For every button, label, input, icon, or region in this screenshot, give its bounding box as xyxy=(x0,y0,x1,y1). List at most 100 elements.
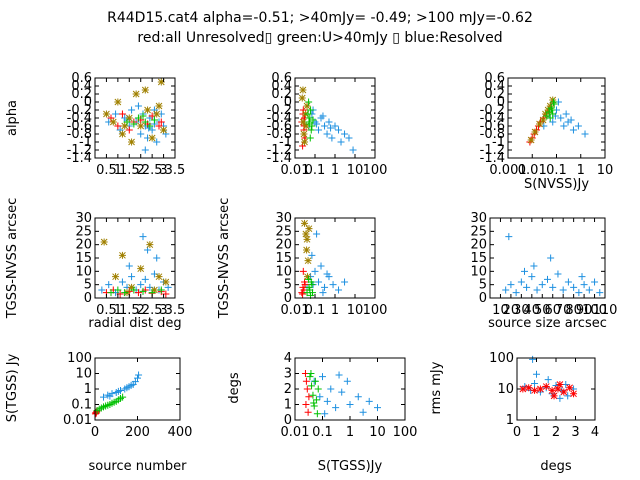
chart5-xtick-label3: 1 xyxy=(331,303,339,318)
chart8-series1-point3 xyxy=(319,373,326,381)
chart2-series1-point13 xyxy=(337,138,345,146)
chart8-xtick-label4: 10 xyxy=(369,425,386,440)
chart1-xtick-label1: 0.5 xyxy=(96,163,117,178)
chart3-xtick-label5: 10 xyxy=(597,163,614,178)
chart6-series1-point7 xyxy=(533,286,541,294)
chart6-series1-point20 xyxy=(505,233,513,241)
chart8-series3-point3 xyxy=(309,391,317,399)
chart5-series3-point6 xyxy=(303,246,311,254)
chart3-series1-point10 xyxy=(581,130,589,138)
chart6-ytick-label2: 5 xyxy=(479,278,487,293)
chart9-series2-point8 xyxy=(560,388,568,396)
chart3-series3-point1 xyxy=(527,136,535,144)
chart6-series1-point4 xyxy=(517,278,525,286)
chart8-series1-point14 xyxy=(321,410,329,418)
chart2-ytick-label1: 0.6 xyxy=(271,71,292,86)
chart1-series3-point8 xyxy=(144,106,152,114)
chart-panel-2: 0.010.1 1 10 1000.60.40.20-0.2-0.4-0.6-0.8-… xyxy=(267,71,388,178)
chart3-series3-point4 xyxy=(539,116,547,124)
chart9-series2-point7 xyxy=(554,385,562,393)
chart6-series1-point5 xyxy=(523,283,531,291)
chart9-series2-point3 xyxy=(531,386,539,394)
chart9-series2-point12 xyxy=(556,380,564,388)
chart6-ytick-label4: 15 xyxy=(470,251,487,266)
chart3-series1-point3 xyxy=(549,118,557,126)
chart4-series1-point18 xyxy=(153,254,161,262)
chart6-series1-point19 xyxy=(596,289,604,297)
chart2-series1-point16 xyxy=(349,146,357,154)
chart2-series1-point10 xyxy=(328,134,336,142)
chart9-series2-point9 xyxy=(566,384,574,392)
chart2-series1-point15 xyxy=(345,134,353,142)
chart7-series1-point10 xyxy=(134,374,141,382)
chart1-series4-point7 xyxy=(141,118,149,126)
chart9-series2-point11 xyxy=(550,392,558,400)
chart1-series3-point10 xyxy=(153,110,161,118)
chart1-series1-point15 xyxy=(153,138,161,146)
chart4-series2-point5 xyxy=(134,289,142,297)
chart6-xtick-label3: 30 xyxy=(513,303,530,318)
chart8-series1-point11 xyxy=(359,408,367,416)
chart4-series4-point4 xyxy=(130,286,138,294)
chart1-ytick-label4: 0 xyxy=(84,95,92,110)
chart6-xtick-label8: 80 xyxy=(565,303,582,318)
chart4-series3-point6 xyxy=(146,241,154,249)
chart2-series3-point6 xyxy=(300,130,308,138)
chart2-series1-point7 xyxy=(321,122,329,130)
chart1-series3-point7 xyxy=(137,122,145,130)
chart8-series1-point10 xyxy=(354,393,362,401)
chart3-ytick-label11: -1.4 xyxy=(480,151,505,166)
chart4-series1-point17 xyxy=(125,262,133,270)
chart1-series3-point14 xyxy=(141,86,149,94)
chart2-series4-point7 xyxy=(305,98,313,106)
chart2-series4-point6 xyxy=(307,126,315,134)
chart9-series2-point6 xyxy=(548,386,556,394)
chart1-xtick-label6: 3 xyxy=(159,163,167,178)
chart2-series4-point3 xyxy=(307,106,315,114)
chart4-series3-point1 xyxy=(100,238,108,246)
chart5-ytick-label3: 10 xyxy=(275,264,292,279)
chart2-xtick-label4: 10 xyxy=(347,163,364,178)
chart3-ytick-label5: -0.2 xyxy=(480,103,505,118)
chart8-ytick-label2: 1 xyxy=(284,398,292,413)
chart6-ytick-label5: 20 xyxy=(470,238,487,253)
chart3-series3-point7 xyxy=(546,102,554,110)
chart7-series1-point11 xyxy=(135,371,143,379)
chart6-series1-point3 xyxy=(512,289,520,297)
chart1-ytick-label1: 0.6 xyxy=(71,71,92,86)
chart9-ytick-label1: 1 xyxy=(506,413,514,428)
chart8-xtick-label5: 100 xyxy=(393,425,418,440)
chart1-xtick-label3: 1.5 xyxy=(119,163,140,178)
chart3-series1-point9 xyxy=(574,122,582,130)
chart9-series2-point2 xyxy=(525,384,533,392)
chart8-series1-point7 xyxy=(338,388,346,396)
chart3-ytick-label6: -0.4 xyxy=(480,111,505,126)
chart6-series1-point21 xyxy=(530,262,538,270)
chart8-ytick-label4: 3 xyxy=(284,367,292,382)
chart5-ylabel: TGSS-NVSS arcsec xyxy=(217,198,232,320)
chart1-series3-point12 xyxy=(160,126,168,134)
chart1-ytick-label5: -0.2 xyxy=(67,103,92,118)
chart2-ytick-label9: -1 xyxy=(279,135,292,150)
chart2-xtick-label2: 0.1 xyxy=(305,163,326,178)
chart1-series4-point6 xyxy=(130,120,138,128)
chart5-series4-point8 xyxy=(309,289,317,297)
chart5-series1-point6 xyxy=(317,262,325,270)
chart-panel-6: 102030405060708090100110051015202530sour… xyxy=(470,211,617,331)
chart8-series1-point13 xyxy=(374,404,381,412)
chart2-series3-point8 xyxy=(302,122,310,130)
chart1-xtick-label4: 2 xyxy=(137,163,145,178)
chart5-xtick-label4: 10 xyxy=(347,303,364,318)
chart5-series3-point4 xyxy=(304,257,312,265)
chart5-series1-point4 xyxy=(311,267,319,275)
chart6-ytick-label7: 30 xyxy=(470,211,487,226)
chart2-series3-point7 xyxy=(303,102,311,110)
chart5-series1-point15 xyxy=(323,270,331,278)
chart2-series4-point9 xyxy=(306,134,314,142)
chart7-xtick-label1: 0 xyxy=(91,425,99,440)
chart4-series3-point7 xyxy=(155,273,163,281)
chart1-ytick-label7: -0.6 xyxy=(67,119,92,134)
chart6-series1-point14 xyxy=(570,283,578,291)
chart7-series1-point15 xyxy=(127,381,135,389)
